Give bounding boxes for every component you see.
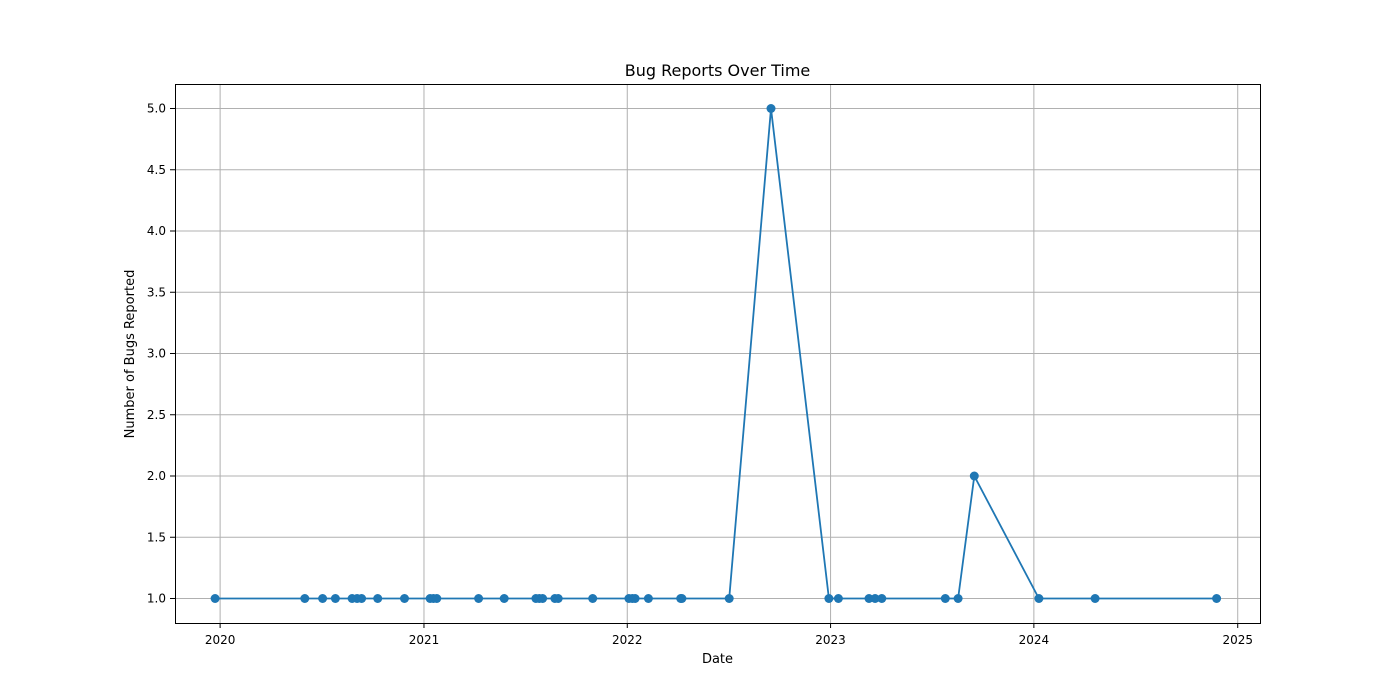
x-tick-label: 2022 <box>612 633 643 647</box>
y-tick-label: 4.5 <box>147 163 166 177</box>
y-tick-label: 3.0 <box>147 347 166 361</box>
y-axis: 1.0 1.5 2.0 2.5 3.0 3.5 4.0 4.5 5.0 <box>147 102 175 606</box>
y-tick-label: 4.0 <box>147 224 166 238</box>
data-point <box>877 594 887 603</box>
data-point <box>318 594 328 603</box>
data-point <box>588 594 598 603</box>
data-point <box>833 594 843 603</box>
data-point <box>1034 594 1044 603</box>
data-point <box>766 104 776 113</box>
chart-title: Bug Reports Over Time <box>625 61 811 80</box>
data-point <box>330 594 340 603</box>
x-tick-label: 2020 <box>205 633 236 647</box>
data-point <box>400 594 409 603</box>
y-tick-label: 1.0 <box>147 592 166 606</box>
y-tick-label: 5.0 <box>147 102 166 116</box>
data-point <box>1090 594 1100 603</box>
series-layer <box>210 104 1222 603</box>
data-point <box>677 594 687 603</box>
data-point <box>553 594 563 603</box>
data-point <box>1212 594 1222 603</box>
x-axis-label: Date <box>702 652 733 667</box>
data-point <box>824 594 834 603</box>
data-point <box>953 594 963 603</box>
x-tick-label: 2023 <box>815 633 846 647</box>
y-tick-label: 2.0 <box>147 469 166 483</box>
y-axis-label: Number of Bugs Reported <box>123 270 138 439</box>
data-point <box>432 594 442 603</box>
y-tick-label: 2.5 <box>147 408 166 422</box>
data-point <box>870 594 880 603</box>
x-axis: 2020 2021 2022 2023 2024 2025 <box>205 623 1253 647</box>
data-point <box>643 594 653 603</box>
y-tick-label: 1.5 <box>147 530 166 544</box>
data-point <box>724 594 734 603</box>
data-point <box>357 594 367 603</box>
data-point <box>210 594 220 603</box>
data-point <box>499 594 509 603</box>
x-tick-label: 2021 <box>409 633 440 647</box>
y-tick-label: 3.5 <box>147 285 166 299</box>
data-point <box>300 594 310 603</box>
x-tick-label: 2024 <box>1019 633 1050 647</box>
data-point <box>969 471 979 481</box>
grid <box>175 84 1260 623</box>
data-point <box>940 594 950 603</box>
x-tick-label: 2025 <box>1222 633 1253 647</box>
data-point <box>474 594 484 603</box>
data-point <box>630 594 640 603</box>
data-point <box>538 594 548 603</box>
plot-frame <box>175 84 1261 624</box>
data-point <box>373 594 383 603</box>
